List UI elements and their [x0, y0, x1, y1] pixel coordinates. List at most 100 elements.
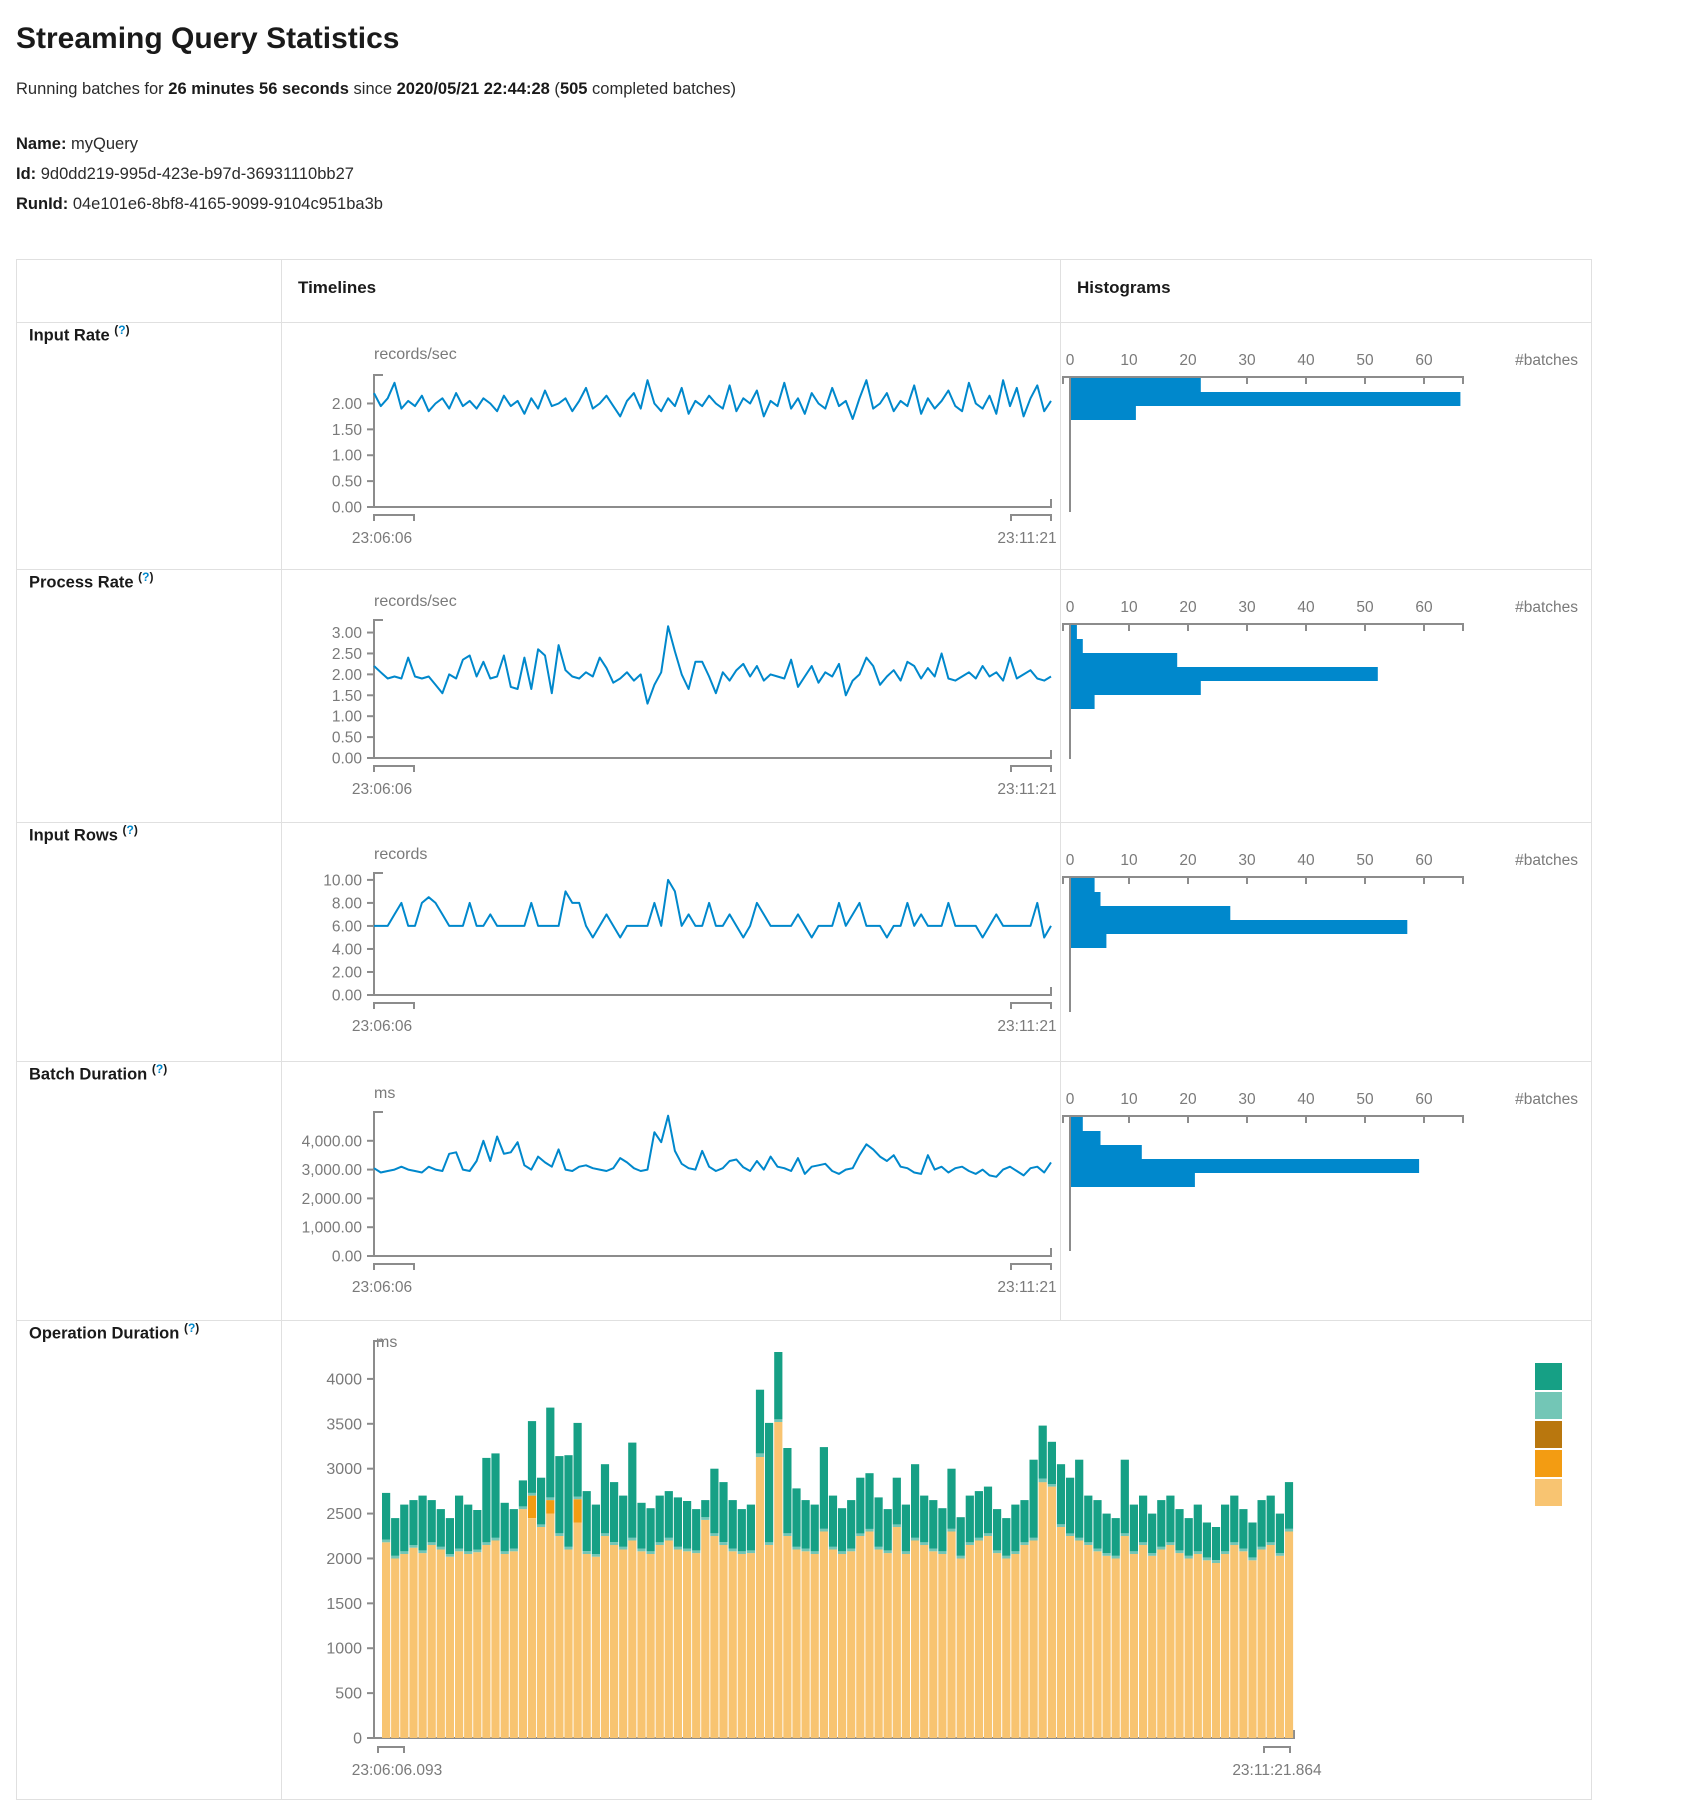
- stacked-bar-segment: [1221, 1551, 1230, 1554]
- stacked-bar-segment: [783, 1536, 792, 1738]
- svg-text:2.00: 2.00: [332, 667, 363, 684]
- x-end-label: 23:11:21: [997, 1279, 1056, 1296]
- stacked-bar-segment: [464, 1554, 473, 1738]
- stacked-bar-segment: [527, 1495, 537, 1518]
- stacked-bar-segment: [382, 1542, 391, 1738]
- stacked-bar-segment: [619, 1546, 628, 1550]
- operation-duration-row: Operation Duration (?) ms 0 500 1000 1500 200…: [16, 1320, 1592, 1800]
- stacked-bar-segment: [546, 1500, 555, 1514]
- stacked-bar-segment: [728, 1500, 737, 1549]
- stacked-bar-segment: [1139, 1542, 1148, 1545]
- svg-text:0.00: 0.00: [332, 1249, 363, 1266]
- page-title: Streaming Query Statistics: [16, 22, 400, 55]
- x-start-label: 23:06:06: [352, 1279, 412, 1296]
- timelines-column-header: Timelines: [281, 259, 1061, 323]
- stacked-bar-segment: [838, 1551, 847, 1554]
- histogram-bar: [1071, 1159, 1420, 1173]
- stacked-bar-segment: [664, 1540, 673, 1738]
- input-rows-help-icon[interactable]: (?): [122, 823, 138, 837]
- stacked-bar-segment: [546, 1513, 555, 1738]
- stacked-bar-segment: [1239, 1551, 1248, 1738]
- stacked-bar-segment: [1275, 1513, 1284, 1554]
- svg-text:1.00: 1.00: [332, 709, 363, 726]
- stacked-bar-segment: [883, 1509, 892, 1551]
- query-name-line: Name: myQuery: [16, 129, 1693, 159]
- stacked-bar-segment: [920, 1545, 929, 1738]
- stacked-bar-segment: [947, 1528, 956, 1532]
- stacked-bar-segment: [537, 1524, 546, 1527]
- stacked-bar-segment: [1066, 1533, 1075, 1536]
- stacked-bar-segment: [1011, 1551, 1020, 1554]
- stacked-bar-segment: [564, 1549, 573, 1738]
- input-rate-help-icon[interactable]: (?): [114, 323, 130, 337]
- x-end-label: 23:11:21: [997, 530, 1056, 547]
- stacked-bar-segment: [610, 1545, 619, 1738]
- stacked-bar-segment: [1175, 1553, 1184, 1738]
- stacked-bar-segment: [683, 1501, 692, 1549]
- stacked-bar-segment: [1120, 1536, 1129, 1738]
- stacked-bar-segment: [892, 1527, 901, 1738]
- query-name-value: myQuery: [66, 135, 138, 153]
- stacked-bar-segment: [600, 1464, 610, 1534]
- stacked-bar-segment: [974, 1537, 983, 1541]
- stacked-bar-segment: [874, 1546, 883, 1550]
- stacked-bar-segment: [701, 1519, 710, 1738]
- stacked-bar-segment: [1038, 1482, 1047, 1738]
- svg-text:500: 500: [335, 1686, 362, 1703]
- stacked-bar-segment: [1047, 1483, 1056, 1487]
- stacked-bar-segment: [719, 1542, 728, 1545]
- empty-header-cell: [16, 259, 282, 323]
- stacked-bar-segment: [664, 1491, 673, 1538]
- stacked-bar-segment: [993, 1509, 1002, 1551]
- batch-duration-help-icon[interactable]: (?): [151, 1062, 168, 1076]
- svg-text:1.00: 1.00: [332, 448, 363, 465]
- histogram-bar: [1071, 1117, 1083, 1131]
- stacked-bar-segment: [646, 1508, 655, 1552]
- input-rows-row: Input Rows (?) records 0.00 2.00 4.00 6.00 8.…: [16, 822, 1592, 1062]
- svg-text:3,000.00: 3,000.00: [302, 1162, 363, 1179]
- stacked-bar-segment: [537, 1477, 546, 1525]
- stacked-bar-segment: [1211, 1527, 1221, 1561]
- unit-label: records/sec: [374, 593, 457, 610]
- stacked-bar-segment: [710, 1533, 719, 1536]
- stacked-bar-segment: [500, 1554, 509, 1738]
- operation-duration-help-icon[interactable]: (?): [183, 1321, 200, 1335]
- stacked-bar-segment: [847, 1551, 856, 1738]
- svg-text:2500: 2500: [326, 1506, 362, 1523]
- stacked-bar-segment: [546, 1407, 555, 1498]
- stacked-bar-segment: [555, 1456, 564, 1534]
- stacked-bar-segment: [1011, 1554, 1020, 1738]
- stacked-bar-segment: [445, 1518, 454, 1554]
- stacked-bar-segment: [856, 1477, 865, 1534]
- start-timestamp: 2020/05/21 22:44:28: [396, 80, 550, 98]
- input-rows-histogram-chart: 0 10 20 30 40 50 60 #batches: [1062, 852, 1578, 1012]
- stacked-bar-segment: [591, 1504, 600, 1554]
- stacked-bar-segment: [673, 1497, 682, 1547]
- stacked-bar-segment: [1275, 1555, 1284, 1738]
- process-rate-help-icon[interactable]: (?): [138, 570, 154, 584]
- stacked-bar-segment: [564, 1546, 573, 1550]
- stacked-bar-segment: [765, 1545, 774, 1738]
- svg-text:50: 50: [1356, 852, 1374, 869]
- stacked-bar-segment: [792, 1549, 801, 1738]
- axes: [1062, 623, 1464, 759]
- svg-text:1500: 1500: [326, 1596, 362, 1613]
- svg-text:0.50: 0.50: [332, 474, 363, 491]
- stacked-bar-segment: [1248, 1522, 1257, 1558]
- subtitle-prefix: Running batches for: [16, 80, 169, 98]
- stacked-bar-segment: [1129, 1551, 1138, 1554]
- stacked-bar-segment: [947, 1468, 956, 1529]
- stacked-bar-segment: [555, 1533, 564, 1536]
- svg-text:60: 60: [1415, 852, 1433, 869]
- stacked-bar-segment: [1002, 1555, 1011, 1559]
- stacked-bar-segment: [655, 1545, 664, 1738]
- stacked-bar-segment: [1193, 1554, 1202, 1738]
- stacked-bar-segment: [427, 1542, 436, 1545]
- since-word: since: [348, 80, 397, 98]
- stacked-bar-segment: [783, 1533, 792, 1536]
- histogram-bar: [1071, 934, 1107, 948]
- stacked-bar-segment: [473, 1549, 482, 1553]
- stacked-bar-segment: [701, 1517, 710, 1520]
- svg-text:0: 0: [1066, 599, 1075, 616]
- stacked-bar-segment: [1102, 1553, 1111, 1556]
